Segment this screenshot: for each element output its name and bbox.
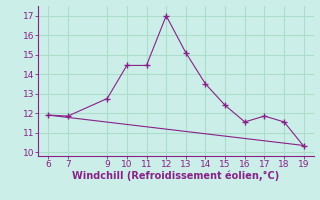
X-axis label: Windchill (Refroidissement éolien,°C): Windchill (Refroidissement éolien,°C) bbox=[72, 171, 280, 181]
